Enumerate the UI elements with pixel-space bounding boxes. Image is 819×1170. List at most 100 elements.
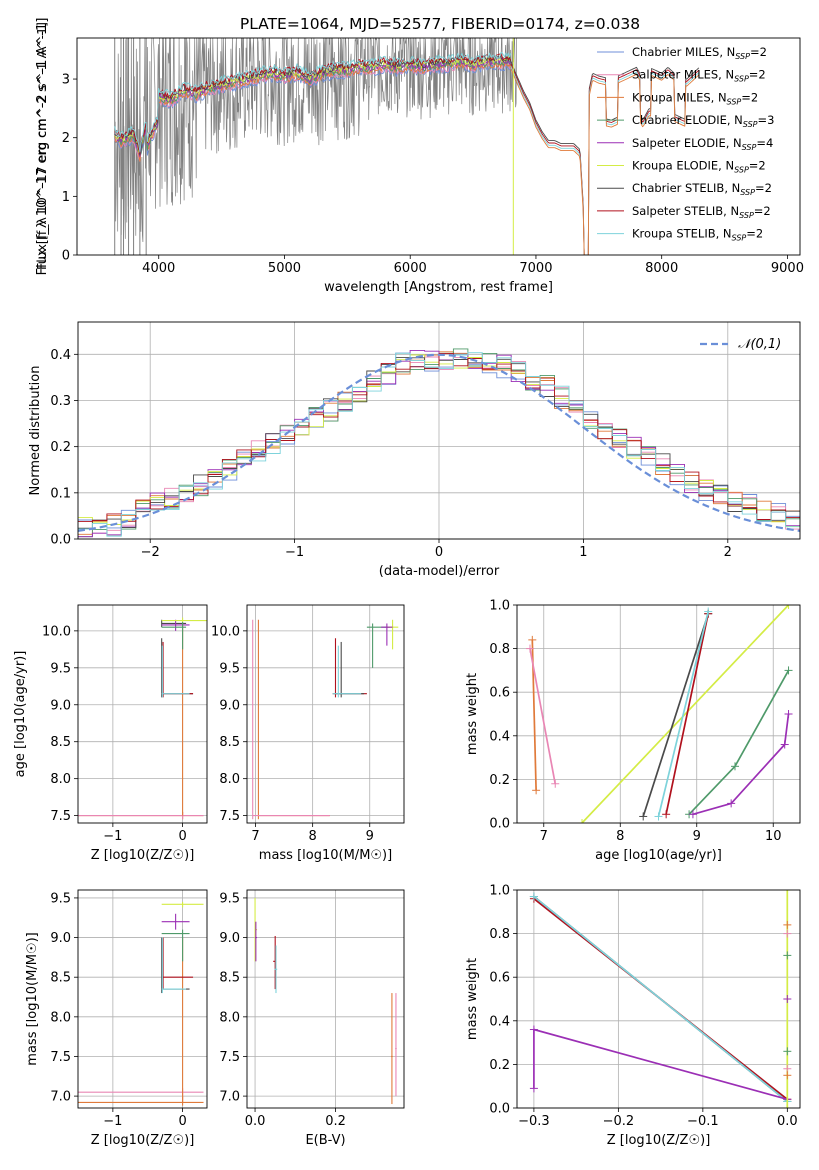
y-axis-label: mass weight (465, 958, 480, 1040)
legend: Chabrier MILES, NSSP=2 Salpeter MILES, NS… (597, 45, 774, 243)
x-tick-label: 0.0 (245, 1114, 266, 1129)
plot-area (78, 617, 207, 820)
y-tick-label: 0.4 (489, 729, 510, 744)
x-tick-label: −1 (285, 545, 304, 560)
weight-line (642, 613, 710, 817)
y-tick-label: 9.0 (219, 931, 240, 946)
y-tick-label: 7.5 (219, 1050, 240, 1065)
weight-point (654, 812, 663, 821)
y-axis-label: Flux [f_λ 10^-17 erg cm^-2 s^-1 A^-1] (34, 22, 49, 270)
x-tick-label: 0 (435, 545, 443, 560)
y-tick-label: 9.0 (50, 931, 71, 946)
y-tick-label: 0.0 (50, 533, 71, 548)
y-tick-label: 0.6 (489, 971, 510, 986)
y-tick-label: 9.5 (50, 891, 71, 906)
weight-point (639, 812, 648, 821)
plot-area (254, 897, 397, 1105)
y-tick-label: 10.0 (42, 624, 71, 639)
model-spectrum (114, 51, 512, 153)
figure-title: PLATE=1064, MJD=52577, FIBERID=0174, z=0… (240, 15, 640, 33)
plot-age_vs_Z: −1 0 7.5 8.0 8.5 9.0 9.5 10.0 Z [log10(Z/Z☉)] age… (13, 604, 208, 863)
y-tick-label: 9.5 (219, 891, 240, 906)
x-tick-label: 0 (178, 1114, 186, 1129)
legend-label: Salpeter STELIB, NSSP=2 (632, 204, 771, 220)
y-axis-label: Normed distribution (28, 366, 43, 496)
model-spectrum-red (510, 63, 700, 255)
plot-age_vs_mass: 7 8 9 7.5 8.0 8.5 9.0 9.5 10.0 mass [log10(M/M☉)] (211, 604, 405, 863)
weight-point (783, 951, 792, 960)
y-tick-label: 7.5 (50, 1050, 71, 1065)
data-spectrum (114, 38, 518, 243)
weight-line (529, 648, 557, 784)
weight-line (657, 611, 710, 817)
x-axis-label: Z [log10(Z/Z☉)] (91, 1133, 195, 1148)
weight-line (533, 895, 788, 1103)
legend-label: Salpeter MILES, NSSP=2 (632, 68, 766, 84)
x-tick-label: −2 (141, 545, 160, 560)
model-spectrum-red (510, 61, 700, 255)
weight-point (551, 779, 560, 788)
weight-point (780, 740, 789, 749)
y-tick-label: 8.0 (219, 1010, 240, 1025)
y-tick-label: 0.0 (489, 817, 510, 832)
x-axis-label: mass [log10(M/M☉)] (259, 848, 392, 863)
y-tick-label: 7.0 (50, 1090, 71, 1105)
y-tick-label: 1 (62, 190, 70, 205)
x-axis-label: wavelength [Angstrom, rest frame] (324, 280, 553, 295)
weight-point (529, 1084, 538, 1093)
y-tick-label: 2 (62, 131, 70, 146)
weight-line (692, 713, 790, 816)
model-spectrum-red (510, 68, 700, 255)
normal-curve (78, 353, 800, 532)
weight-point (578, 819, 587, 823)
plot-massweight_vs_age: 7 8 9 10 0.0 0.2 0.4 0.6 0.8 1.0 age [log10(age/yr… (465, 599, 801, 863)
x-tick-label: 10 (765, 829, 782, 844)
weight-point (783, 929, 792, 938)
axes-frame (77, 889, 208, 1109)
plot-area (252, 619, 399, 820)
axes-frame (246, 604, 405, 824)
weight-point (526, 644, 535, 653)
weight-point (704, 607, 713, 616)
x-tick-label: 0.2 (325, 1114, 346, 1129)
axes-frame (76, 37, 801, 256)
y-axis-label: mass [log10(M/M☉)] (25, 932, 40, 1065)
y-tick-label: 0.3 (50, 394, 71, 409)
axes-frame (246, 889, 405, 1109)
x-tick-label: 2 (724, 545, 732, 560)
x-tick-label: −0.1 (687, 1114, 719, 1129)
legend-label: Kroupa MILES, NSSP=2 (632, 90, 758, 106)
y-tick-label: 7.5 (219, 809, 240, 824)
x-tick-label: 9000 (771, 261, 804, 276)
gridlines (78, 605, 207, 823)
plot-area (526, 605, 793, 823)
x-tick-label: 8 (309, 829, 317, 844)
plot-area (78, 348, 800, 538)
x-tick-label: 6000 (394, 261, 427, 276)
y-tick-label: 0.1 (50, 486, 71, 501)
y-tick-label: 8.0 (50, 1010, 71, 1025)
legend-label: 𝒩(0,1) (738, 337, 781, 352)
x-axis-label: (data-model)/error (379, 564, 500, 579)
y-tick-label: 0.4 (489, 1014, 510, 1029)
weight-point (783, 995, 792, 1003)
weight-point (784, 605, 793, 609)
x-tick-label: −0.2 (603, 1114, 635, 1129)
y-tick-label: 3 (62, 73, 70, 88)
weight-line (665, 613, 710, 815)
weight-point (529, 1025, 538, 1034)
x-tick-label: 7 (540, 829, 548, 844)
legend-label: Salpeter ELODIE, NSSP=4 (632, 136, 773, 152)
y-tick-label: 8.5 (219, 971, 240, 986)
y-tick-label: 1.0 (489, 884, 510, 899)
plot-residual_histogram: −2 −1 0 1 2 0.0 0.1 0.2 0.3 0.4 (data-model)/error… (28, 321, 801, 579)
y-tick-label: 9.0 (50, 698, 71, 713)
legend-label: Chabrier STELIB, NSSP=2 (632, 181, 772, 197)
y-tick-label: 8.5 (219, 735, 240, 750)
legend-label: Kroupa STELIB, NSSP=2 (632, 227, 763, 243)
weight-point (529, 892, 538, 901)
weight-point (662, 810, 671, 819)
axes-frame (516, 604, 801, 824)
histogram-step (78, 352, 800, 537)
